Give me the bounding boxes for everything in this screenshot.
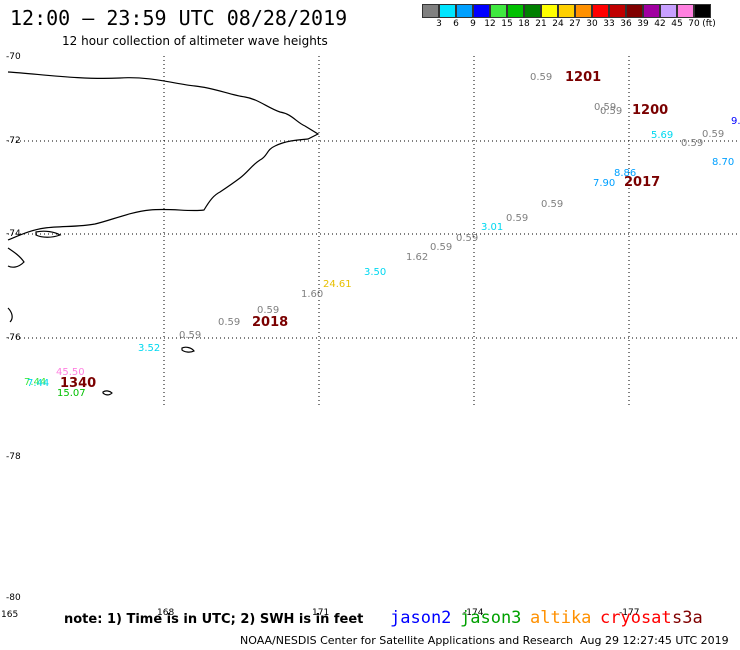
legend-swatch [541, 4, 558, 18]
legend-labels: 3 6 9 12 15 18 21 24 27 30 33 36 39 42 45 70 (ft) [422, 18, 716, 30]
satellite-jason3: jason3 [460, 608, 522, 628]
wave-height-value: 9. [731, 116, 740, 127]
lon-label: -177 [618, 608, 641, 618]
legend-unit: (ft) [702, 19, 716, 29]
color-legend: 3 6 9 12 15 18 21 24 27 30 33 36 39 42 45 70 (ft) [422, 4, 716, 30]
pass-time-label: 1201 [565, 70, 602, 85]
legend-label: 70 [688, 19, 700, 29]
pass-time-label: 2017 [624, 175, 661, 190]
wave-height-value: 0.59 [530, 72, 553, 83]
coastline [7, 71, 320, 396]
legend-swatch [524, 4, 541, 18]
legend-label: 15 [501, 19, 513, 29]
legend-swatch [507, 4, 524, 18]
wave-height-value: 0.59 [702, 129, 725, 140]
wave-height-value: 5.69 [651, 130, 674, 141]
lat-label: -80 [6, 593, 21, 603]
legend-swatch [575, 4, 592, 18]
legend-swatch [677, 4, 694, 18]
legend-label: 12 [484, 19, 496, 29]
map-frame [8, 56, 740, 606]
legend-label: 24 [552, 19, 564, 29]
legend-swatch [456, 4, 473, 18]
lat-label: -76 [6, 333, 21, 343]
legend-swatch [439, 4, 456, 18]
lon-label: 168 [156, 608, 176, 618]
lat-label: -78 [6, 452, 21, 462]
wave-height-value: 8.86 [614, 168, 637, 179]
wave-height-value: 0.59 [594, 102, 617, 113]
legend-swatches [422, 4, 711, 18]
legend-label: 9 [470, 19, 476, 29]
legend-label: 27 [569, 19, 581, 29]
wave-height-value: 8.70 [712, 157, 735, 168]
wave-height-value: 0.59 [179, 330, 202, 341]
lon-label: 165 [0, 610, 20, 620]
legend-swatch [660, 4, 677, 18]
wave-height-value: 0.59 [456, 233, 479, 244]
legend-label: 30 [586, 19, 598, 29]
pass-time-label: 1340 [60, 376, 97, 391]
page-title: 12:00 – 23:59 UTC 08/28/2019 [10, 6, 348, 30]
legend-swatch [592, 4, 609, 18]
legend-swatch [643, 4, 660, 18]
lat-label: -72 [6, 136, 21, 146]
legend-swatch [694, 4, 711, 18]
satellite-altika: altika [530, 608, 592, 628]
wave-height-value: 3.50 [364, 267, 387, 278]
legend-swatch [490, 4, 507, 18]
lon-label: -174 [462, 608, 485, 618]
wave-height-value: 0.59 [257, 305, 280, 316]
legend-label: 36 [620, 19, 632, 29]
wave-height-value: 7.44 [27, 378, 50, 389]
wave-height-value: 1.62 [406, 252, 429, 263]
wave-height-value: 7.44 [24, 377, 47, 388]
legend-swatch [422, 4, 439, 18]
lat-label: -70 [6, 52, 21, 62]
wave-height-value: 3.01 [481, 222, 504, 233]
lat-label: -74 [6, 229, 21, 239]
graticule [8, 56, 740, 405]
legend-label: 18 [518, 19, 530, 29]
page-subtitle: 12 hour collection of altimeter wave hei… [62, 34, 328, 48]
legend-label: 33 [603, 19, 615, 29]
wave-height-value: 0.59 [430, 242, 453, 253]
wave-height-value: 45.50 [56, 367, 85, 378]
wave-height-value: 0.59 [541, 199, 564, 210]
wave-height-value: 1.60 [301, 289, 324, 300]
wave-height-value: 0.59 [506, 213, 529, 224]
wave-height-value: 7.90 [593, 178, 616, 189]
wave-height-value: 0.59 [600, 106, 623, 117]
wave-height-value: 15.07 [57, 388, 86, 399]
wave-height-value: 3.52 [138, 343, 161, 354]
legend-swatch [473, 4, 490, 18]
legend-swatch [609, 4, 626, 18]
credit-line: NOAA/NESDIS Center for Satellite Applica… [240, 634, 574, 647]
pass-time-label: 1200 [632, 103, 669, 118]
legend-label: 42 [654, 19, 666, 29]
legend-label: 21 [535, 19, 547, 29]
legend-label: 3 [436, 19, 442, 29]
units-note: note: 1) Time is in UTC; 2) SWH is in fe… [64, 612, 364, 627]
satellite-cryosat: cryosat [600, 608, 672, 628]
legend-label: 6 [453, 19, 459, 29]
satellite-s3a: s3a [672, 608, 703, 628]
legend-label: 45 [671, 19, 683, 29]
legend-swatch [626, 4, 643, 18]
wave-height-value: 0.59 [681, 138, 704, 149]
wave-height-value: 24.61 [323, 279, 352, 290]
generated-timestamp: Aug 29 12:27:45 UTC 2019 [580, 634, 729, 647]
legend-swatch [558, 4, 575, 18]
wave-height-value: 0.59 [218, 317, 241, 328]
satellite-jason2: jason2 [390, 608, 452, 628]
legend-label: 39 [637, 19, 649, 29]
pass-time-label: 2018 [252, 315, 289, 330]
lon-label: 171 [311, 608, 331, 618]
